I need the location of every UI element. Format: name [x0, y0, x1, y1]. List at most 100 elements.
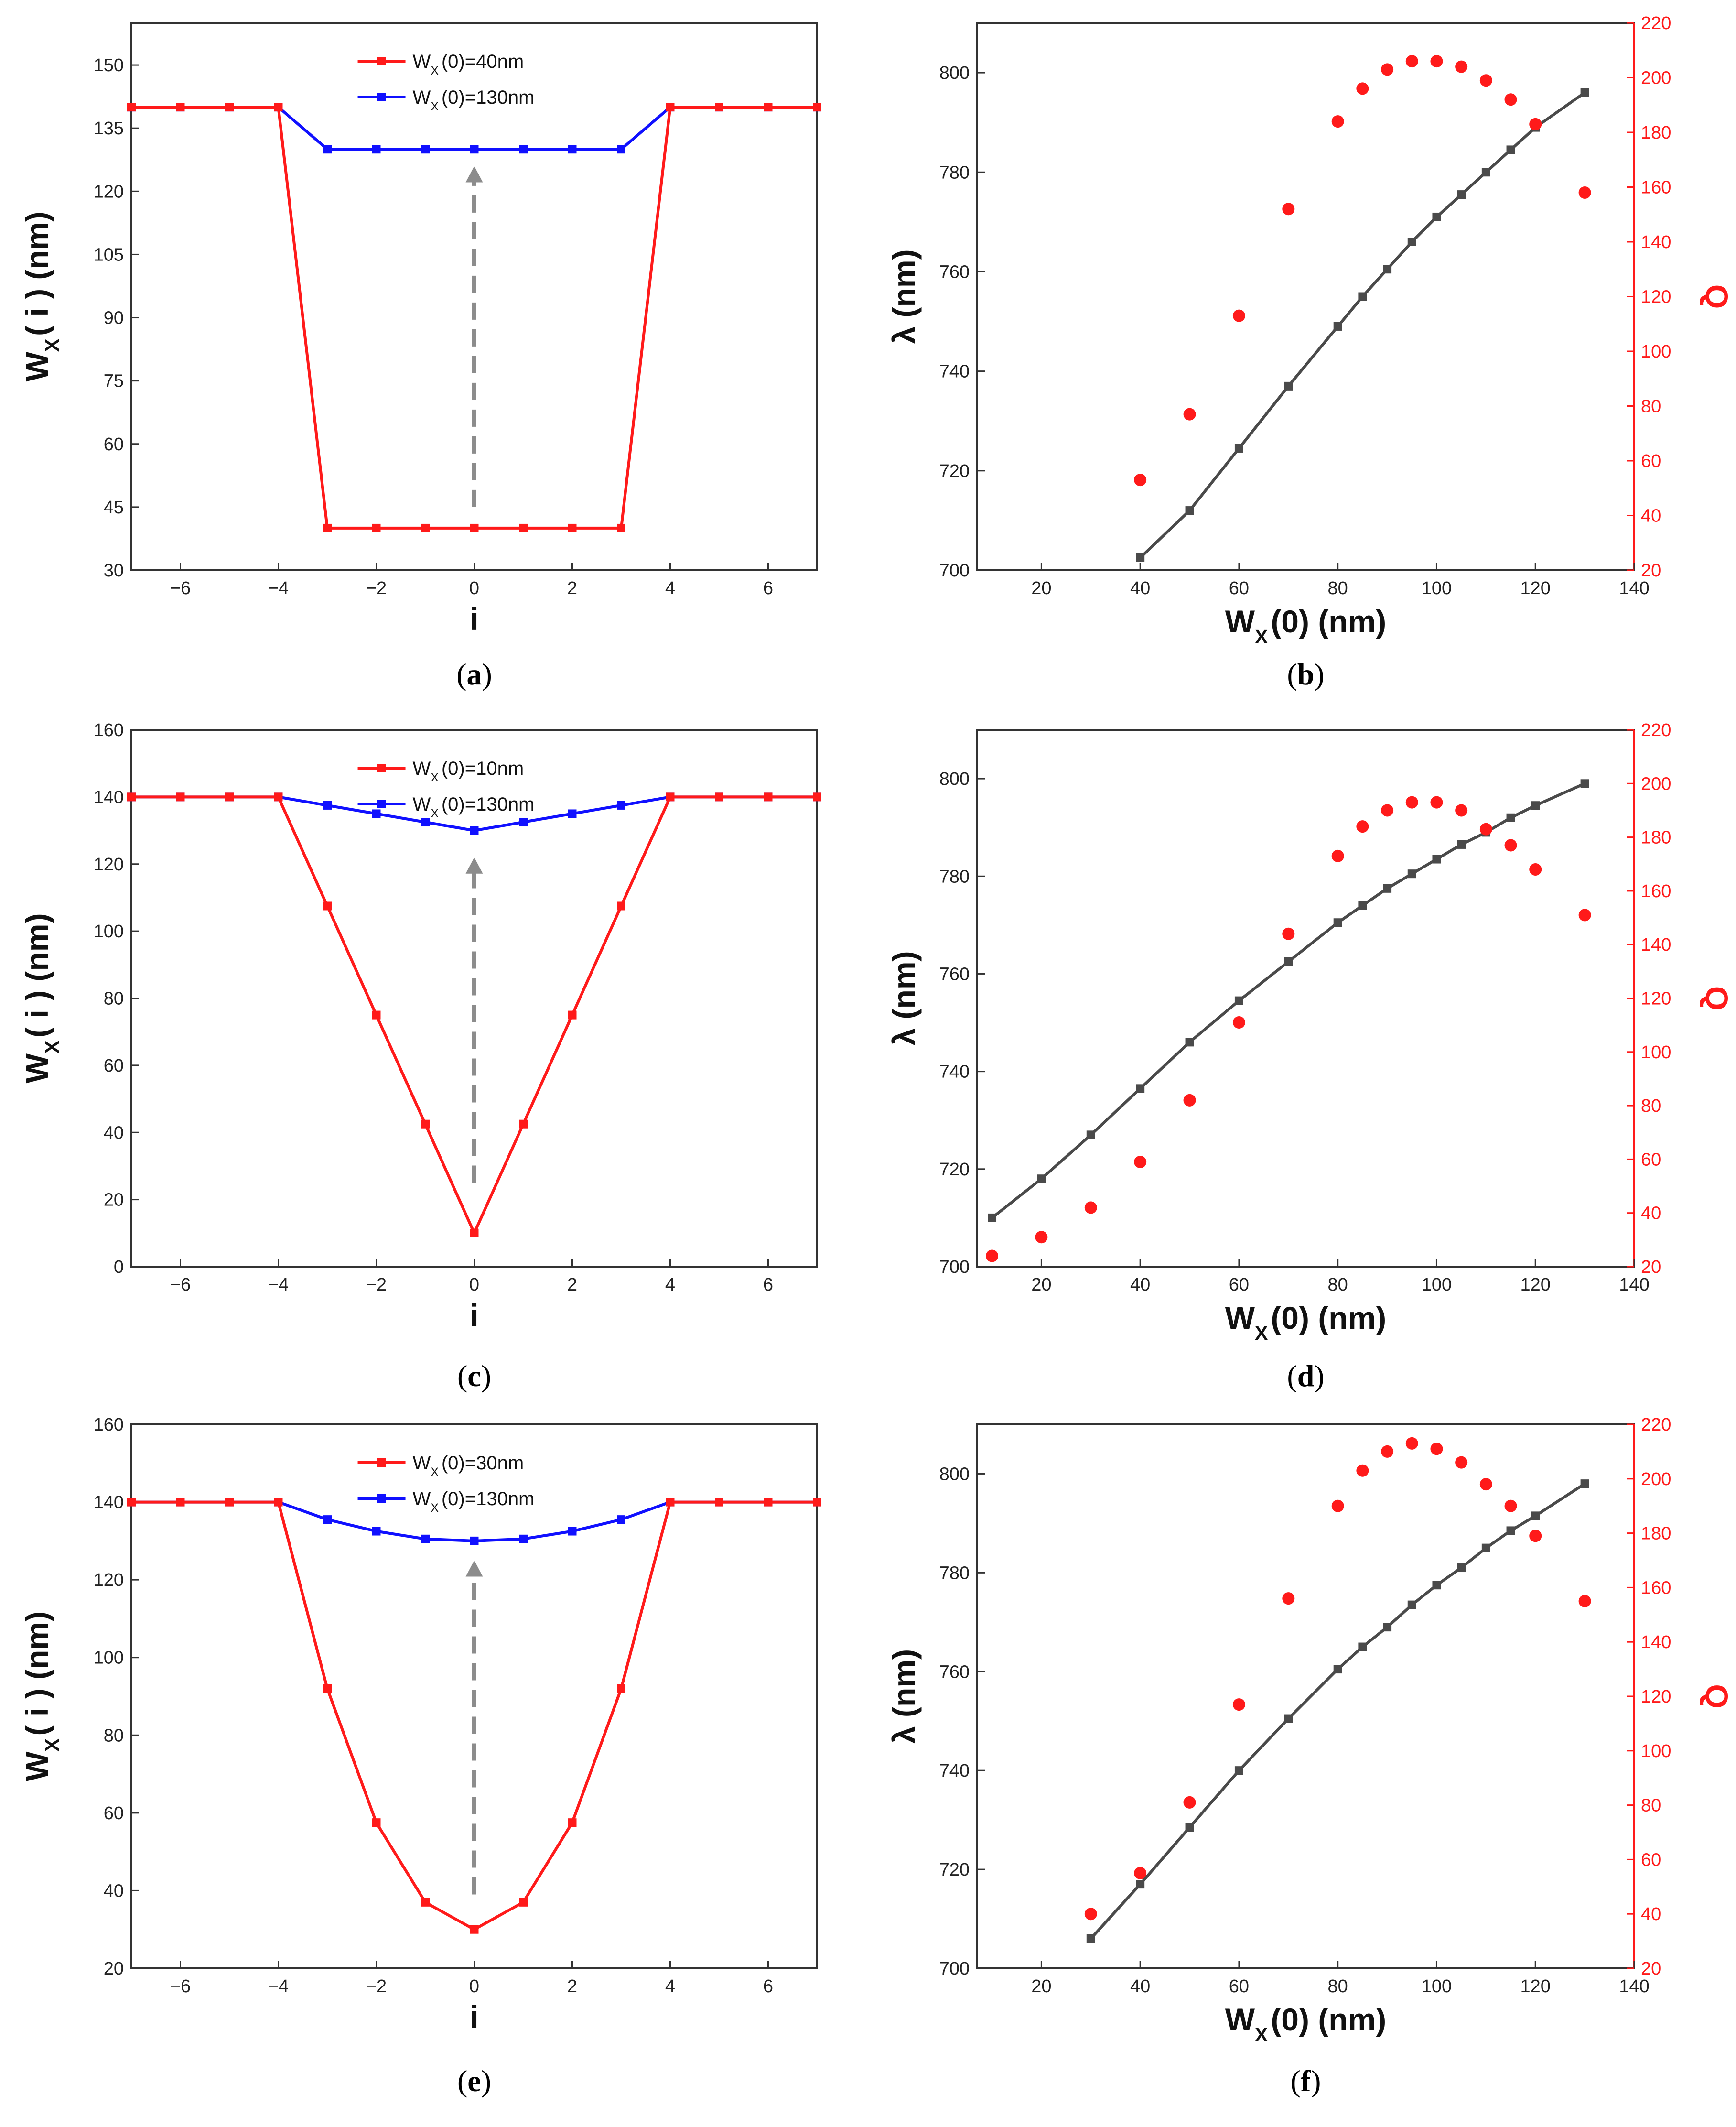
x-tick-label: −6 [170, 1976, 191, 1997]
data-point-blue [323, 1515, 332, 1524]
y-tick-label: 90 [104, 308, 124, 328]
lambda-point [1531, 1511, 1540, 1520]
q-point [1455, 804, 1468, 817]
data-point-blue [323, 145, 332, 154]
data-point-red [715, 1498, 723, 1507]
q-point [1430, 1443, 1443, 1455]
x-tick-label: 140 [1619, 578, 1649, 598]
y2-tick-label: 120 [1641, 1687, 1671, 1707]
y2-tick-label: 60 [1641, 451, 1661, 471]
lambda-point [1136, 1880, 1145, 1889]
data-point-red [225, 103, 234, 112]
y2-tick-label: 60 [1641, 1850, 1661, 1870]
y2-tick-label: 220 [1641, 1415, 1671, 1435]
lambda-point [1506, 813, 1515, 822]
y2-tick-label: 160 [1641, 178, 1671, 198]
y-axis-title: λ (nm) [886, 250, 922, 344]
y-tick-label: 60 [104, 434, 124, 455]
data-point-red [323, 1684, 332, 1693]
q-point [1084, 1201, 1097, 1214]
q-point [1356, 82, 1369, 95]
y-axis-title-main: W [19, 351, 54, 381]
x-tick-label: 120 [1520, 578, 1551, 598]
panel-caption: (e) [457, 2064, 491, 2098]
legend-label-sub: X [431, 807, 439, 820]
legend-label-rest: (0)=10nm [442, 758, 524, 779]
x-tick-label: 2 [567, 578, 577, 598]
y-tick-label: 160 [94, 1415, 124, 1435]
x-tick-label: 40 [1130, 1275, 1150, 1295]
x-tick-label: 0 [469, 1976, 479, 1997]
q-point [1455, 1456, 1468, 1469]
y-tick-label: 20 [104, 1190, 124, 1210]
x-tick-label: 120 [1520, 1976, 1551, 1997]
q-point [1405, 55, 1418, 68]
q-point [1183, 1094, 1196, 1107]
data-point-blue [372, 145, 381, 154]
lambda-point [1580, 1479, 1589, 1488]
data-point-blue [323, 801, 332, 810]
data-point-blue [470, 145, 479, 154]
data-point-red [372, 523, 381, 532]
q-point [1504, 1499, 1517, 1512]
legend-label-rest: (0)=130nm [442, 1488, 535, 1509]
legend-marker-blue [377, 1494, 386, 1503]
x-tick-label: 60 [1229, 1976, 1249, 1997]
y-tick-label: 80 [104, 1725, 124, 1746]
legend-label-rest: (0)=30nm [442, 1453, 524, 1474]
data-point-red [666, 792, 675, 802]
data-point-red [813, 103, 821, 112]
q-point [1430, 796, 1443, 809]
data-point-red [666, 1498, 675, 1507]
x-axis-title: i [470, 601, 478, 637]
y2-axis-title: Q [1699, 284, 1735, 309]
panel-caption: (c) [457, 1359, 491, 1393]
caption-close: ) [1314, 1359, 1324, 1393]
legend-label-rest: (0)=40nm [442, 51, 524, 72]
q-point [1578, 186, 1591, 199]
y-tick-label: 40 [104, 1123, 124, 1143]
y-tick-label: 780 [939, 163, 970, 183]
data-point-red [372, 1010, 381, 1020]
q-point [1430, 55, 1443, 68]
y-axis-title-sub: X [41, 339, 63, 352]
lambda-point [1185, 506, 1194, 515]
y2-axis-title: Q [1699, 986, 1735, 1010]
x-axis-title-rest: (0) (nm) [1271, 604, 1386, 639]
x-tick-label: 0 [469, 1275, 479, 1295]
y-tick-label: 40 [104, 1881, 124, 1901]
plot-frame [976, 729, 1635, 1268]
x-tick-label: 2 [567, 1275, 577, 1295]
lambda-point [1580, 779, 1589, 788]
legend-label-main: W [413, 51, 431, 72]
lambda-point [1506, 1526, 1515, 1535]
panel-caption: (f) [1291, 2064, 1321, 2098]
x-tick-label: 140 [1619, 1275, 1649, 1295]
data-point-red [176, 103, 185, 112]
legend-label: WX (0)=130nm [413, 794, 535, 820]
data-point-red [666, 103, 675, 112]
y-tick-label: 120 [94, 182, 124, 202]
lambda-point [1531, 801, 1540, 810]
lambda-point [1432, 212, 1441, 221]
x-tick-label: 0 [469, 578, 479, 598]
panel-b: 20 40 60 80 100 120 140 700 720 740 760 780 800 20 40 6… [886, 13, 1735, 691]
x-tick-label: 100 [1422, 578, 1452, 598]
y-tick-label: 140 [94, 1493, 124, 1513]
legend-marker-blue [377, 800, 386, 808]
data-point-blue [372, 809, 381, 818]
legend-label-rest: (0)=130nm [442, 794, 535, 815]
data-point-red [470, 523, 479, 532]
legend-label-rest: (0)=130nm [442, 87, 535, 108]
x-tick-label: 100 [1422, 1275, 1452, 1295]
y2-tick-label: 160 [1641, 1578, 1671, 1598]
data-point-blue [519, 145, 528, 154]
y-tick-label: 150 [94, 55, 124, 76]
x-tick-label: 100 [1422, 1976, 1452, 1997]
q-point [1381, 1445, 1394, 1458]
data-point-blue [421, 818, 430, 827]
q-point [1331, 849, 1344, 862]
q-point [1529, 118, 1542, 130]
